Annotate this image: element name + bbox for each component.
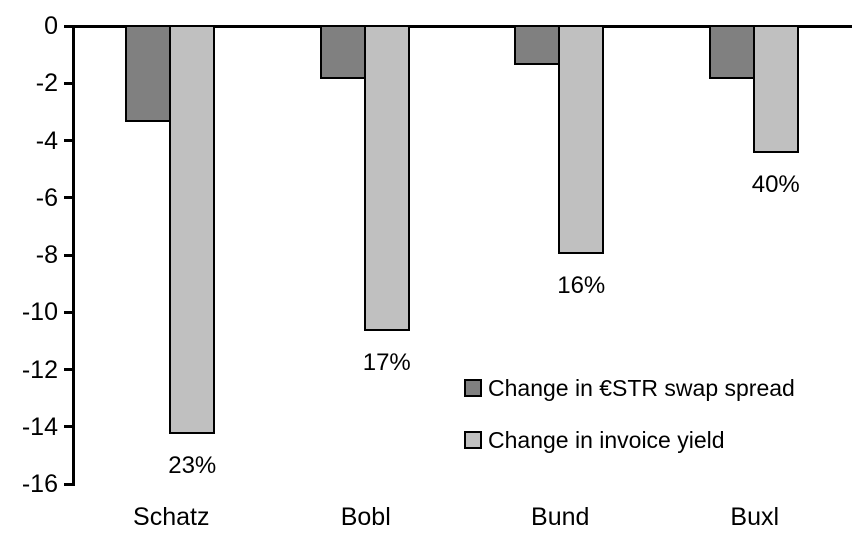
y-tick-label: -16	[21, 470, 58, 498]
legend-swatch-invoice-yield	[464, 431, 482, 449]
y-tick-mark	[64, 425, 73, 429]
y-tick-mark	[64, 139, 73, 142]
legend-label-swap-spread: Change in €STR swap spread	[488, 375, 795, 401]
y-tick-mark	[64, 368, 73, 371]
bar-invoice-yield-bund	[558, 24, 605, 254]
x-axis-label-bobl: Bobl	[340, 503, 391, 531]
y-tick-mark	[64, 196, 73, 200]
y-tick-label: -10	[21, 298, 58, 327]
bar-invoice-yield-schatz	[169, 24, 216, 434]
bar-swap-spread-bund	[514, 24, 561, 65]
bar-invoice-yield-bobl	[363, 24, 410, 331]
data-label-schatz: 23%	[168, 451, 217, 479]
x-axis-label-buxl: Buxl	[730, 503, 780, 531]
data-label-bund: 16%	[557, 271, 606, 299]
y-tick-label: -14	[21, 412, 58, 441]
y-tick-mark	[64, 81, 73, 85]
legend-item-swap-spread: Change in €STR swap spread	[464, 375, 795, 401]
legend-label-invoice-yield: Change in invoice yield	[488, 427, 725, 453]
y-tick-label: -6	[35, 183, 58, 212]
y-tick-label: -4	[35, 126, 58, 155]
data-label-buxl: 40%	[751, 171, 800, 199]
y-tick-label: -12	[21, 355, 58, 384]
y-tick-mark	[64, 482, 73, 486]
zero-baseline	[64, 24, 852, 28]
y-tick-label: -2	[35, 69, 58, 98]
y-axis-line	[71, 24, 75, 486]
legend-item-invoice-yield: Change in invoice yield	[464, 427, 725, 453]
y-tick-mark	[64, 310, 73, 314]
bar-invoice-yield-buxl	[752, 24, 799, 154]
bar-swap-spread-schatz	[125, 24, 172, 122]
x-axis-label-bund: Bund	[531, 503, 590, 531]
bar-swap-spread-buxl	[708, 24, 755, 80]
y-tick-mark	[64, 253, 73, 257]
y-tick-label: 0	[44, 12, 58, 40]
legend-swatch-swap-spread	[464, 379, 482, 397]
x-axis-label-schatz: Schatz	[133, 503, 210, 531]
bar-swap-spread-bobl	[319, 24, 366, 80]
y-tick-label: -8	[35, 241, 58, 269]
data-label-bobl: 17%	[362, 348, 411, 376]
